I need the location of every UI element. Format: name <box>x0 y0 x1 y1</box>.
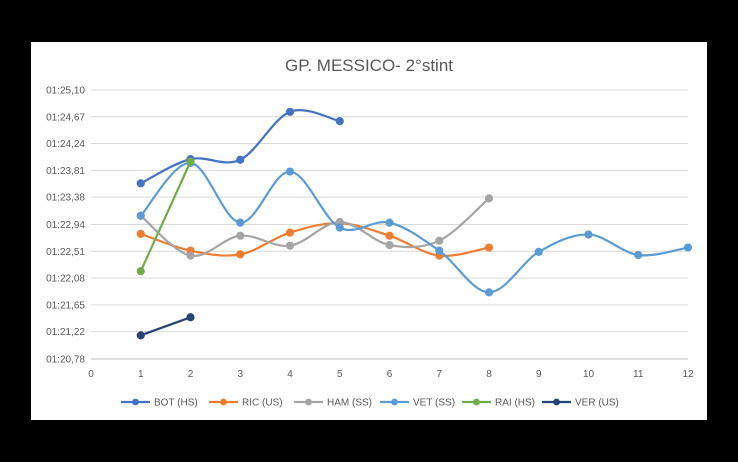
x-tick-label: 9 <box>536 369 542 380</box>
data-point <box>484 288 494 297</box>
chart-area: GP. MESSICO- 2°stint 01:20,78 01:21,22 01:… <box>31 42 707 420</box>
data-point <box>484 243 494 252</box>
y-tick-label: 01:23,81 <box>46 166 85 177</box>
data-point <box>186 157 195 166</box>
y-tick-label: 01:24,24 <box>46 139 85 150</box>
x-tick-label: 1 <box>138 369 144 380</box>
axes: 01:20,78 01:21,22 01:21,65 01:22,08 01:22,51… <box>46 86 694 381</box>
data-point <box>136 179 145 188</box>
y-tick-label: 01:21,65 <box>46 300 85 311</box>
x-tick-label: 8 <box>486 369 492 380</box>
data-point <box>136 229 145 238</box>
legend-swatch-marker <box>305 398 312 406</box>
data-point <box>236 155 245 164</box>
legend-label: VER (US) <box>575 398 619 409</box>
y-tick-label: 01:23,38 <box>46 193 85 204</box>
data-point <box>683 243 693 252</box>
series-line <box>140 316 191 337</box>
data-point <box>236 250 245 259</box>
legend-label: HAM (SS) <box>327 398 372 409</box>
data-point <box>236 218 245 227</box>
legend-label: RIC (US) <box>242 398 283 409</box>
data-point <box>186 313 195 322</box>
data-point <box>335 223 344 232</box>
series-line <box>140 197 490 257</box>
x-tick-label: 2 <box>188 369 194 380</box>
data-point <box>136 211 145 220</box>
x-tick-label: 7 <box>436 369 442 380</box>
legend-label: BOT (HS) <box>154 398 198 409</box>
legend-swatch-marker <box>473 398 480 406</box>
y-tick-label: 01:22,94 <box>46 220 85 231</box>
data-point <box>335 117 344 126</box>
x-tick-label: 12 <box>682 369 694 380</box>
data-point <box>186 251 195 260</box>
y-tick-label: 01:22,08 <box>46 274 85 285</box>
data-point <box>634 250 643 260</box>
legend-label: RAI (HS) <box>495 398 535 409</box>
x-tick-label: 10 <box>583 369 595 380</box>
y-tick-label: 01:24,67 <box>46 112 85 123</box>
data-point <box>385 240 394 250</box>
legend-swatch-marker <box>132 398 139 406</box>
y-tick-label: 01:22,51 <box>46 247 85 258</box>
x-tick-label: 4 <box>287 369 293 380</box>
series-line <box>139 161 689 294</box>
data-point <box>236 231 245 240</box>
legend-swatch-marker <box>553 398 560 406</box>
y-tick-label: 01:21,22 <box>46 327 85 338</box>
data-point <box>584 230 593 239</box>
y-tick-label: 01:20,78 <box>46 355 85 366</box>
chart-svg: GP. MESSICO- 2°stint 01:20,7801:21,2201:… <box>46 56 694 409</box>
data-point <box>136 331 145 340</box>
series-line <box>140 222 490 258</box>
legend-label: VET (SS) <box>413 398 455 409</box>
x-tick-label: 11 <box>633 369 644 380</box>
y-tick-label: 01:25,10 <box>46 86 85 97</box>
data-point <box>136 267 145 276</box>
data-point <box>285 107 295 116</box>
data-point <box>435 246 444 255</box>
x-tick-label: 5 <box>337 369 343 380</box>
data-point <box>534 247 543 256</box>
data-point <box>285 167 295 176</box>
data-point <box>285 228 295 237</box>
data-point <box>385 218 394 227</box>
x-tick-label: 3 <box>237 369 243 380</box>
chart-title: GP. MESSICO- 2°stint <box>285 56 453 75</box>
legend: BOT (HS) RIC (US) HAM (SS) VET (SS) RAI (HS)… <box>121 398 619 409</box>
data-point <box>435 236 444 245</box>
x-tick-label: 0 <box>88 369 94 380</box>
x-tick-label: 6 <box>387 369 393 380</box>
series <box>136 107 693 340</box>
legend-swatch-marker <box>391 398 398 406</box>
series-line <box>139 161 192 272</box>
data-point <box>385 231 394 240</box>
data-point <box>285 241 295 250</box>
data-point <box>484 194 494 203</box>
legend-swatch-marker <box>220 398 227 406</box>
series-line <box>140 109 341 185</box>
